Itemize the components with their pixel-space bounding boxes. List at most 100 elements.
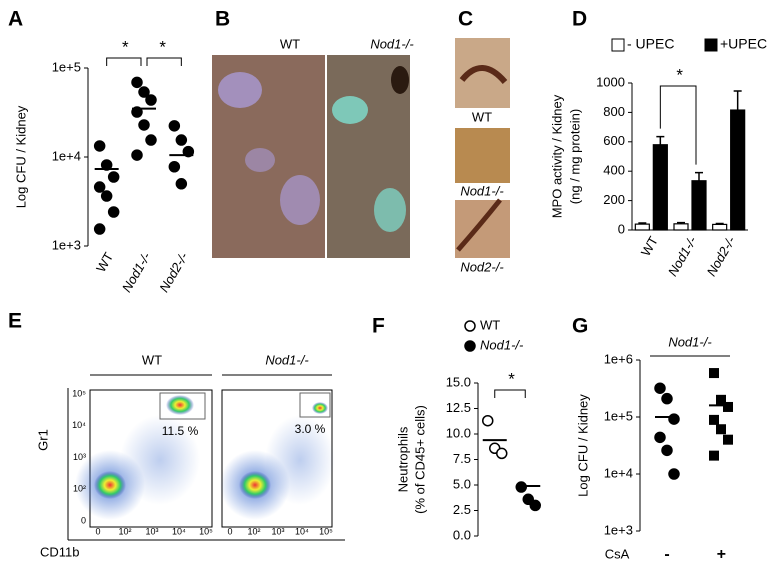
data-point [654,382,666,394]
flow-ticks: 0 10² 10³ 10⁴ 10⁵ 0 10² 10³ 10⁴ 10⁵ 0 10² 10³ 10⁴ 10⁵ [72,388,333,536]
panel-letter: E [8,310,22,333]
data-point [138,86,150,98]
bar [652,144,668,231]
data-point [716,394,726,405]
significance-label: * [159,37,166,56]
error-bar [715,222,724,225]
error-bar [733,90,742,111]
gate [299,392,331,418]
micrograph [455,200,510,258]
stain [245,148,275,172]
bar [634,223,650,231]
y-tick-label: 1000 [596,74,625,89]
axis-label: Gr1 [35,429,50,451]
data-point [668,413,680,425]
y-axis-label: Log CFU / Kidney [575,394,590,497]
density [94,471,126,499]
data-point [709,368,719,379]
stain [280,175,320,225]
plot-label: WT [142,352,162,367]
data-point [93,181,106,193]
stain [391,66,409,94]
data-point [661,444,673,457]
x-tick-label: 0 [95,526,100,536]
y-tick-label: 12.5 [446,400,471,415]
y-tick-label: 0 [618,221,625,236]
significance-label: * [508,369,515,388]
x-tick-label: Nod1-/- [119,249,154,295]
x-tick-label: 10² [247,526,260,536]
plot-label: Nod1-/- [265,352,309,367]
stain [456,198,502,252]
stain [459,65,508,85]
header-label: Nod1-/- [668,334,712,349]
x-tick-label: Nod1-/- [665,233,700,279]
x-tick-label: 10⁵ [199,526,213,536]
y-tick-label: 1e+4 [52,148,81,163]
data-point [93,223,106,235]
data-point [93,140,106,152]
y-tick-label: 600 [603,133,625,148]
data-point [709,450,719,461]
panel-letter: F [372,315,385,338]
data-point [175,134,188,146]
error-bar [656,135,665,145]
gate [159,392,206,420]
significance-label: * [122,37,129,56]
y-axis-label: (ng / mg protein) [567,109,582,204]
bar [730,109,746,231]
image-label: WT [280,36,300,51]
x-tick-label: WT [93,250,116,275]
error-bar [677,221,685,224]
panel-letter: G [572,315,588,338]
data-point [654,431,666,444]
axis-label: CD11b [40,544,80,559]
data-point [464,340,476,352]
x-tick-label: 10² [118,526,131,536]
y-axis-label: Log CFU / Kidney [13,105,28,208]
x-axis-label: CsA [605,546,630,561]
y-axis-label: MPO activity / Kidney [549,94,564,218]
error-bar [638,222,647,225]
x-tick-label: 0 [227,526,232,536]
image-label: Nod1-/- [460,183,504,198]
stain [218,72,262,108]
micrograph [455,128,510,183]
flow-plot [75,389,213,528]
y-axis-label: Neutrophils [395,426,410,492]
image-label: Nod2-/- [460,259,504,274]
data-point [131,76,143,89]
x-tick-label: + [716,546,725,563]
data-point [661,392,673,405]
panel-letter: D [572,8,587,31]
significance-bracket [106,57,142,66]
legend-swatch [704,38,718,52]
gate-label: 11.5 % [162,424,199,438]
y-tick-label: 1e+3 [604,522,633,537]
x-tick-label: - [664,546,669,563]
stain [332,96,368,124]
y-tick-label: 10⁴ [72,420,86,430]
data-point [515,481,527,493]
significance-bracket [146,57,182,66]
bar [712,223,728,231]
data-point [131,149,143,161]
legend-label: - UPEC [627,36,674,52]
gate-label: 3.0 % [295,422,326,436]
y-tick-label: 10² [73,484,86,494]
y-axis-label: (% of CD45+ cells) [412,405,427,514]
data-point [723,401,733,412]
y-tick-label: 1e+6 [604,351,633,366]
legend-label: +UPEC [720,36,767,52]
x-tick-label: 10⁴ [295,526,309,536]
y-tick-label: 1e+4 [604,465,633,480]
data-point [496,447,508,460]
y-tick-label: 1e+5 [604,408,633,423]
x-tick-label: 10⁵ [319,526,333,536]
density [166,395,194,415]
data-point [168,120,181,132]
data-point [723,434,733,445]
data-point [100,190,113,202]
flow-plot [220,389,335,528]
